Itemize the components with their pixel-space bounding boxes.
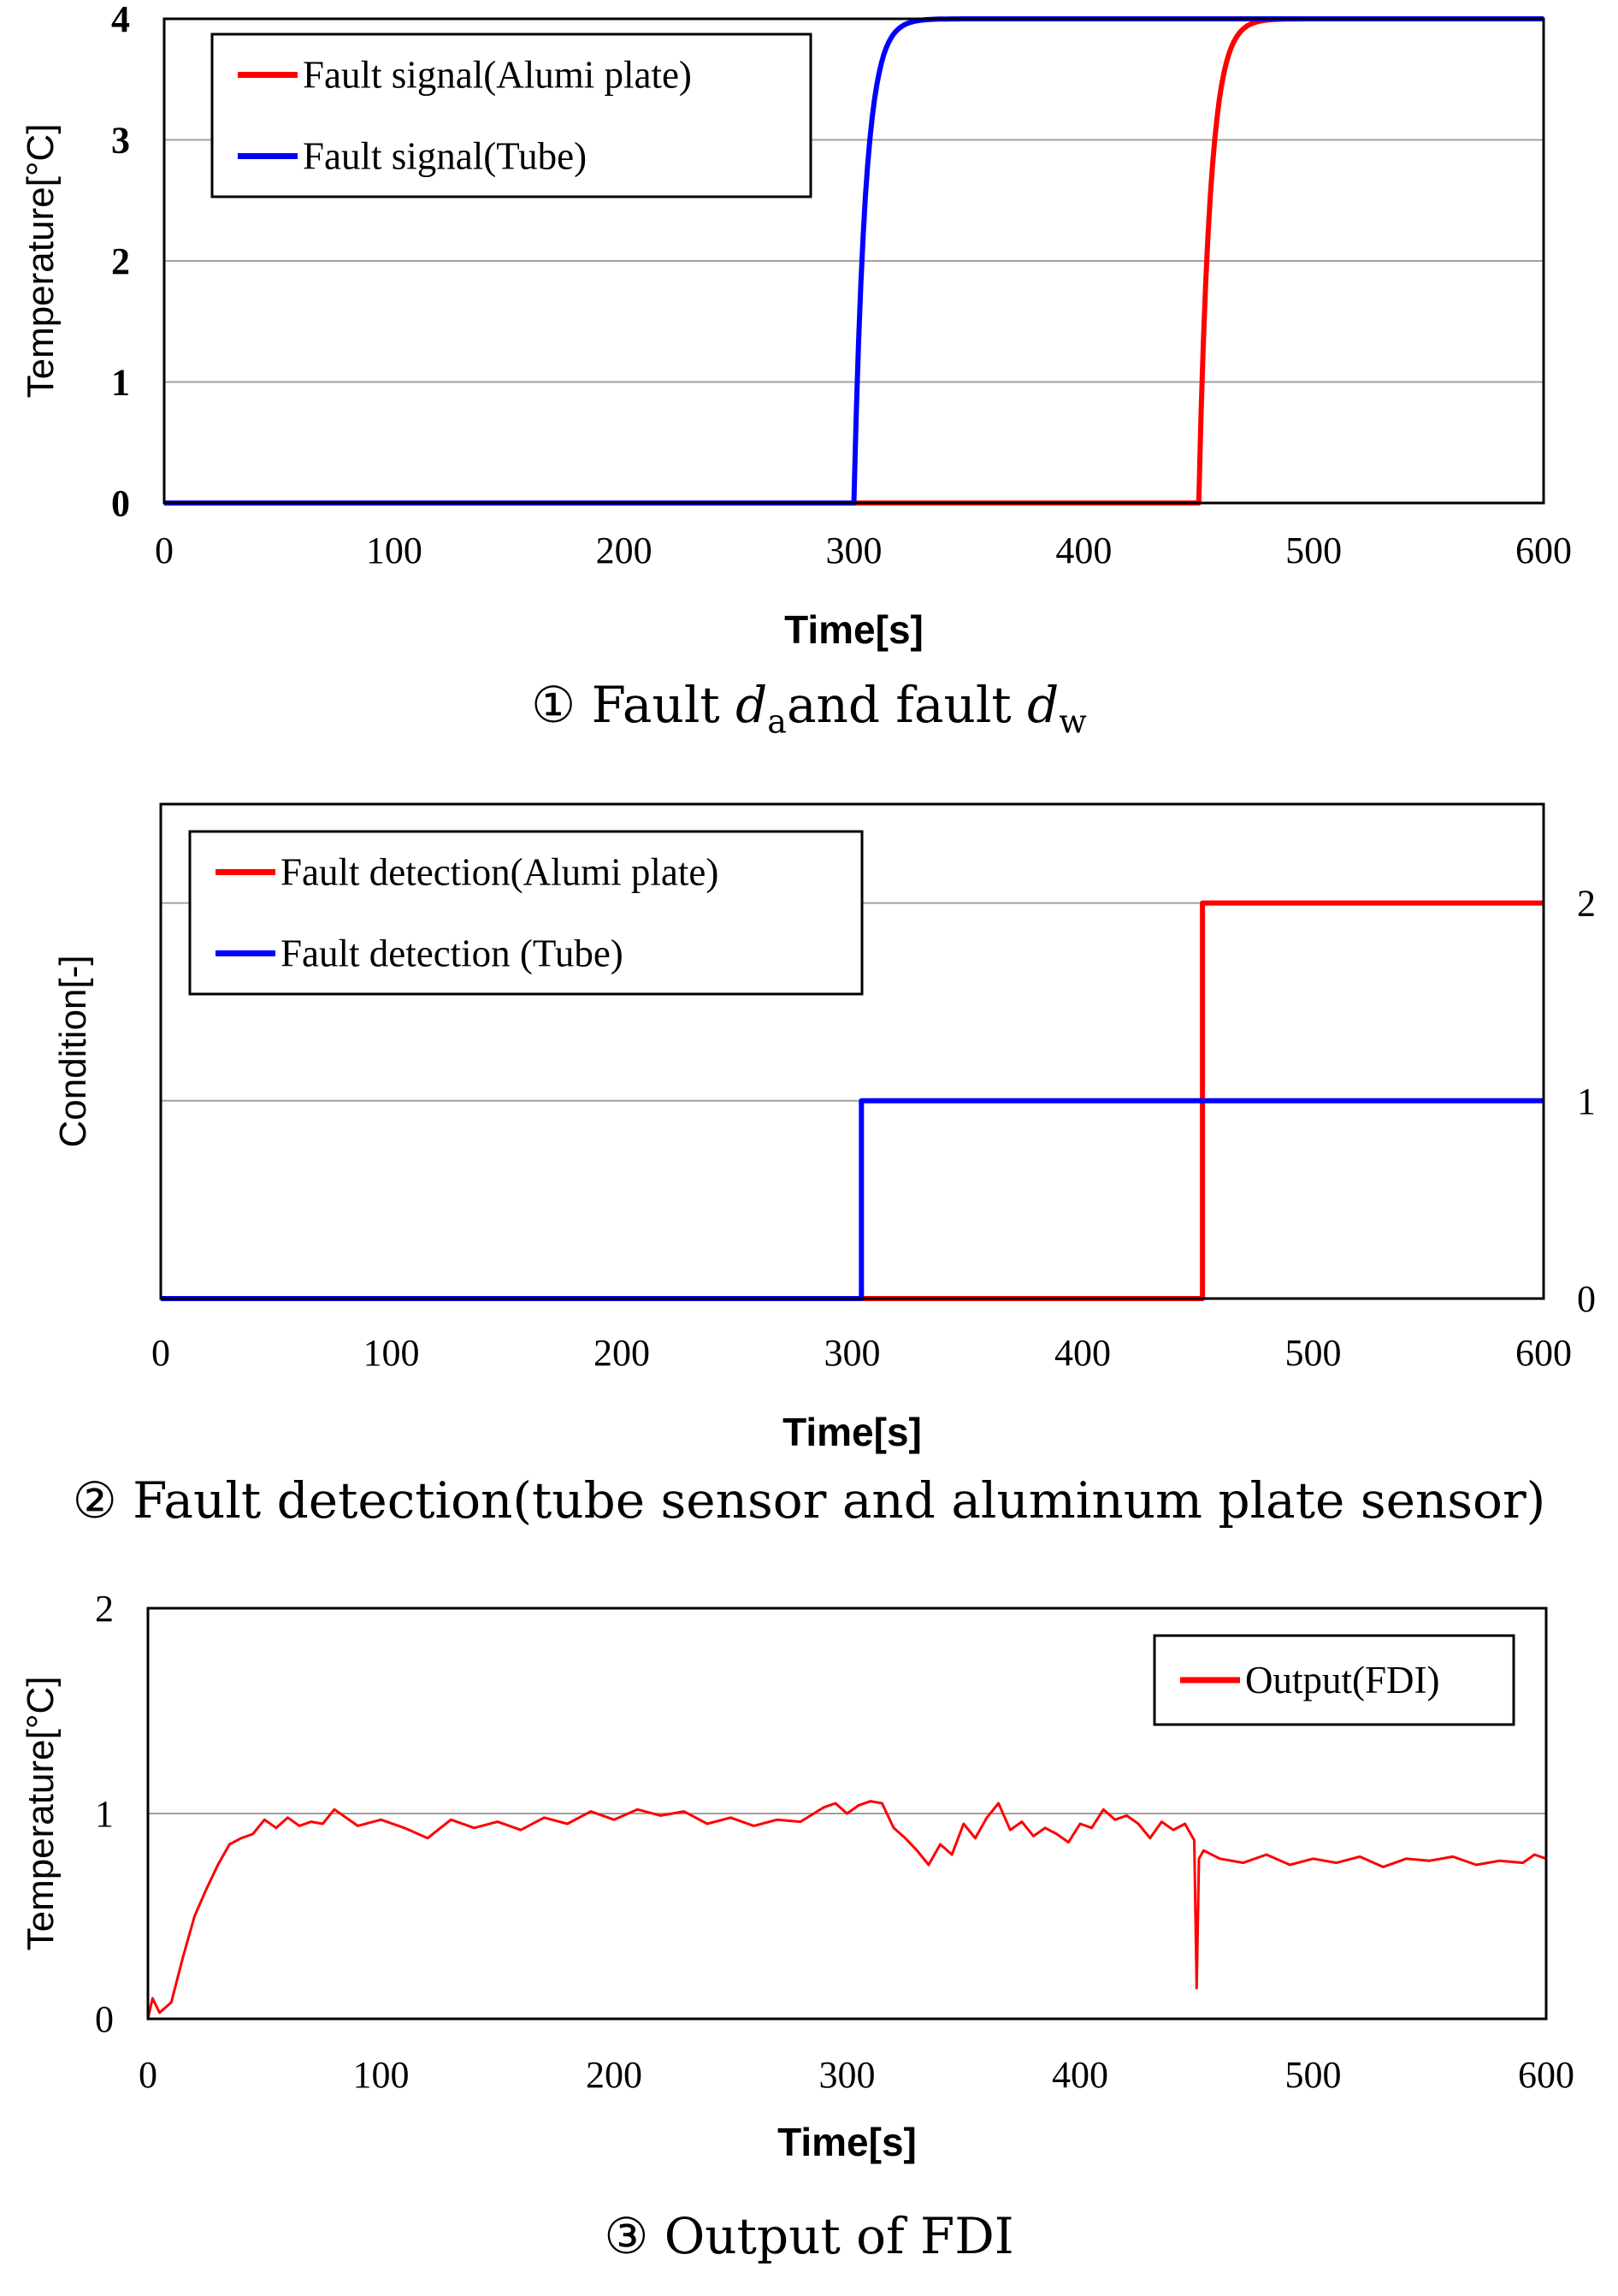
x-tick-label: 500 <box>1285 1332 1342 1374</box>
caption-1-prefix: ① Fault <box>531 676 736 734</box>
y-tick-label: 3 <box>111 120 130 162</box>
x-tick-label: 300 <box>819 2054 876 2096</box>
chart-fault-signals: 0 100 200 300 400 500 600 0 1 2 3 4 Time[s] Temperatu… <box>20 0 1572 652</box>
y-tick-label: 2 <box>111 240 130 282</box>
x-tick-label: 200 <box>586 2054 642 2096</box>
plot-frame <box>162 17 1545 505</box>
y-tick-label: 1 <box>95 1793 114 1835</box>
legend: Fault signal(Alumi plate) Fault signal(Tu… <box>210 33 812 198</box>
x-axis-label: Time[s] <box>777 2120 917 2164</box>
legend-box <box>188 830 864 996</box>
legend-label-0: Output(FDI) <box>1245 1659 1439 1701</box>
x-tick-label: 300 <box>826 530 883 571</box>
series-line-0 <box>146 1800 1547 2020</box>
y-tick-label: 0 <box>1577 1278 1596 1320</box>
legend-label-0: Fault signal(Alumi plate) <box>303 54 692 97</box>
x-tick-label: 600 <box>1518 2054 1574 2096</box>
x-axis-label: Time[s] <box>782 1410 922 1454</box>
caption-fault-signals: ① Fault daand fault dw <box>0 676 1618 741</box>
y-tick-label: 1 <box>111 362 130 404</box>
y-axis-label: Temperature[°C] <box>20 1677 62 1951</box>
caption-1-sub-a: a <box>767 702 787 741</box>
x-tick-label: 0 <box>151 1332 170 1374</box>
y-tick-label: 0 <box>95 1998 114 2040</box>
x-tick-label: 0 <box>155 530 174 571</box>
caption-1-var-d2: d <box>1027 676 1060 734</box>
legend-box <box>210 33 812 198</box>
legend: Output(FDI) <box>1153 1634 1515 1726</box>
chart-fault-detection: 0 100 200 300 400 500 600012Time[s]Condition[-… <box>52 802 1596 1454</box>
y-axis-label: Temperature[°C] <box>20 124 62 399</box>
x-axis-label: Time[s] <box>784 607 924 652</box>
x-tick-label: 300 <box>824 1332 881 1374</box>
x-tick-label: 200 <box>596 530 653 571</box>
x-tick-label: 100 <box>353 2054 410 2096</box>
legend-label-1: Fault detection (Tube) <box>280 932 623 975</box>
x-tick-label: 100 <box>366 530 422 571</box>
x-tick-label: 100 <box>363 1332 420 1374</box>
x-tick-label: 600 <box>1515 530 1572 571</box>
caption-fault-detection: ② Fault detection(tube sensor and alumin… <box>72 1471 1546 1530</box>
y-tick-label: 1 <box>1577 1080 1596 1122</box>
x-tick-label: 200 <box>593 1332 650 1374</box>
legend: Fault detection(Alumi plate) Fault detect… <box>188 830 864 996</box>
plot-frame <box>159 802 1545 1300</box>
series-line-1 <box>161 1098 1544 1301</box>
y-tick-label: 0 <box>111 482 130 524</box>
x-tick-label: 0 <box>139 2054 157 2096</box>
x-tick-label: 600 <box>1515 1332 1572 1374</box>
chart-fdi-output: 0 100 200 300 400 500 600 0 1 2 Time[s] Temperature… <box>20 1588 1574 2164</box>
y-tick-label: 4 <box>111 0 130 40</box>
x-tick-label: 400 <box>1052 2054 1108 2096</box>
x-tick-label: 500 <box>1285 2054 1342 2096</box>
y-tick-label: 2 <box>95 1588 114 1630</box>
legend-label-0: Fault detection(Alumi plate) <box>280 851 718 894</box>
caption-1-var-d: d <box>735 676 768 734</box>
y-axis-label: Condition[-] <box>52 955 94 1147</box>
x-tick-label: 400 <box>1054 1332 1111 1374</box>
legend-label-1: Fault signal(Tube) <box>303 135 587 178</box>
x-tick-label: 500 <box>1285 530 1342 571</box>
y-tick-label: 2 <box>1577 883 1596 925</box>
caption-1-sub-w: w <box>1059 702 1087 741</box>
caption-fdi-output: ③ Output of FDI <box>604 2207 1014 2265</box>
caption-1-mid: and fault <box>786 676 1028 734</box>
x-tick-label: 400 <box>1055 530 1112 571</box>
plot-frame <box>146 1607 1548 2021</box>
